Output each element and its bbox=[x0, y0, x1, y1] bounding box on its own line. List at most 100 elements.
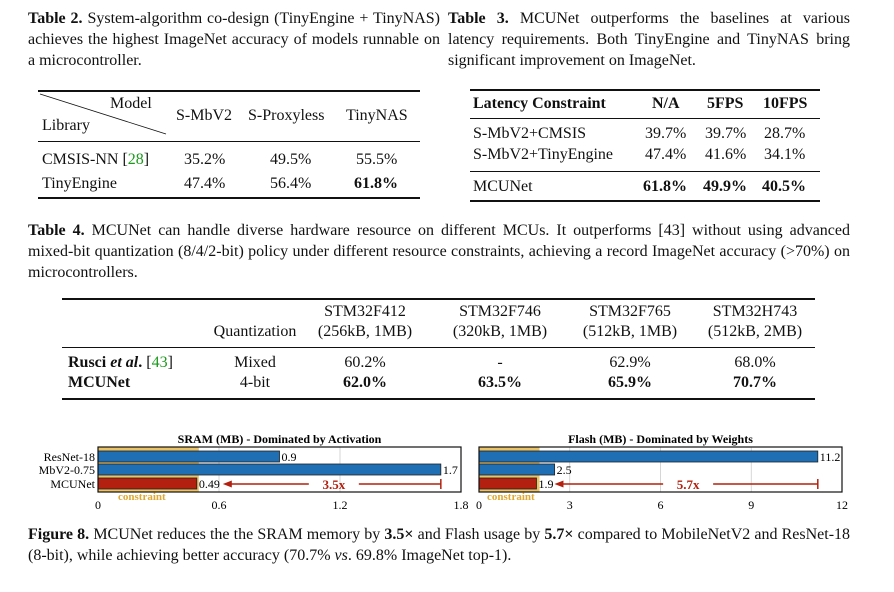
cell: 68.0% bbox=[734, 354, 776, 371]
col-header: (320kB, 1MB) bbox=[452, 323, 548, 340]
x-tick-label: 0.6 bbox=[212, 498, 227, 512]
col-header: STM32F412 bbox=[324, 303, 406, 320]
data-label: 11.2 bbox=[820, 450, 841, 464]
row-name-end: . bbox=[138, 354, 143, 371]
table4-mid-rule bbox=[62, 347, 815, 348]
row-name: Rusci bbox=[68, 354, 111, 371]
bar-mcunet bbox=[478, 477, 537, 490]
cell: 55.5% bbox=[356, 151, 398, 168]
col-header: (512kB, 2MB) bbox=[707, 323, 803, 340]
data-label: 1.7 bbox=[443, 463, 458, 477]
data-label: 0.9 bbox=[282, 450, 297, 464]
cell: Mixed bbox=[234, 354, 276, 371]
corner-model: Model bbox=[110, 95, 152, 112]
table3-top-rule bbox=[470, 89, 820, 91]
chart-title: Flash (MB) - Dominated by Weights bbox=[568, 432, 753, 446]
table4-caption-text: MCUNet can handle diverse hardware resou… bbox=[28, 222, 850, 281]
col-header: (512kB, 1MB) bbox=[582, 323, 678, 340]
col-header: 5FPS bbox=[707, 95, 744, 112]
cell: 35.2% bbox=[184, 151, 226, 168]
caption-bold: 5.7× bbox=[544, 526, 574, 543]
table4-caption: Table 4. MCUNet can handle diverse hardw… bbox=[28, 220, 850, 283]
col-header: STM32H743 bbox=[712, 303, 798, 320]
cell: 61.8% bbox=[643, 178, 687, 195]
table3-bottom-rule bbox=[470, 200, 820, 202]
x-tick-label: 0 bbox=[95, 498, 101, 512]
table2-caption-text: System-algorithm co-design (TinyEngine +… bbox=[28, 10, 441, 69]
col-header: S-MbV2 bbox=[176, 107, 233, 124]
table2-top-rule bbox=[38, 90, 420, 92]
constraint-label: constraint bbox=[487, 491, 535, 503]
cell: 39.7% bbox=[705, 125, 747, 142]
table2-label: Table 2. bbox=[28, 10, 83, 27]
cell: 63.5% bbox=[478, 374, 522, 391]
cell: 65.9% bbox=[608, 374, 652, 391]
table4-top-rule bbox=[62, 298, 815, 300]
data-label: 1.9 bbox=[538, 477, 553, 491]
table3-caption-text: MCUNet outperforms the baselines at vari… bbox=[448, 10, 851, 69]
table2-caption: Table 2. System-algorithm co-design (Tin… bbox=[28, 8, 440, 71]
memory-bar-charts: SRAM (MB) - Dominated by Activation 0 0.6 1… bbox=[39, 432, 848, 512]
x-tick-label: 3 bbox=[567, 498, 573, 512]
table2-diagonal bbox=[39, 93, 167, 135]
x-tick-label: 0 bbox=[476, 498, 482, 512]
data-label: 2.5 bbox=[557, 463, 572, 477]
cell: 41.6% bbox=[705, 146, 747, 163]
cell: 28.7% bbox=[764, 125, 806, 142]
table3-rule bbox=[470, 171, 820, 172]
cell: 62.0% bbox=[343, 374, 387, 391]
chart-title: SRAM (MB) - Dominated by Activation bbox=[178, 432, 382, 446]
cell: 61.8% bbox=[354, 175, 398, 192]
row-name-italic: et al bbox=[110, 354, 139, 371]
table4-bottom-rule bbox=[62, 398, 815, 400]
x-tick-label: 1.2 bbox=[333, 498, 348, 512]
cell: 49.9% bbox=[703, 178, 747, 195]
data-label: 0.49 bbox=[199, 477, 220, 491]
cell: 40.5% bbox=[762, 178, 806, 195]
table3-rule bbox=[470, 118, 820, 119]
caption-text: compared to MobileNetV2 and ResNet-18 (8… bbox=[28, 526, 851, 564]
category-label: MbV2-0.75 bbox=[39, 463, 95, 477]
cell: 47.4% bbox=[184, 175, 226, 192]
col-header: N/A bbox=[652, 95, 680, 112]
reduction-annotation: 3.5x bbox=[322, 477, 345, 492]
plot-frame bbox=[478, 446, 843, 493]
bar-resnet-18 bbox=[97, 450, 280, 463]
arrowhead-icon bbox=[222, 480, 232, 488]
col-header: 10FPS bbox=[763, 95, 808, 112]
figure8-label: Figure 8. bbox=[28, 526, 90, 543]
plot-frame bbox=[97, 446, 462, 493]
table4-label: Table 4. bbox=[28, 222, 85, 239]
cell: 62.9% bbox=[609, 354, 651, 371]
cell: 34.1% bbox=[764, 146, 806, 163]
row-name: S-MbV2+TinyEngine bbox=[473, 146, 614, 163]
reduction-annotation: 5.7x bbox=[677, 477, 700, 492]
col-header: Quantization bbox=[213, 323, 297, 340]
cell: 39.7% bbox=[645, 125, 687, 142]
citation-link[interactable]: 28 bbox=[127, 151, 144, 168]
caption-bold: 3.5× bbox=[384, 526, 414, 543]
caption-italic: vs bbox=[334, 547, 348, 564]
bar-mbv2-0.75 bbox=[97, 463, 442, 476]
col-header: TinyNAS bbox=[346, 107, 408, 124]
row-name: MCUNet bbox=[68, 374, 131, 391]
category-label: MCUNet bbox=[50, 477, 95, 491]
col-header: STM32F746 bbox=[459, 303, 541, 320]
cell: 47.4% bbox=[645, 146, 687, 163]
bar-mbv2-0.75 bbox=[478, 463, 556, 476]
col-header: Latency Constraint bbox=[473, 95, 606, 112]
table3-label: Table 3. bbox=[448, 10, 509, 27]
bar-mcunet bbox=[97, 477, 198, 490]
x-tick-label: 6 bbox=[658, 498, 664, 512]
cell: 49.5% bbox=[270, 151, 312, 168]
bar-resnet-18 bbox=[478, 450, 819, 463]
caption-text: . 69.8% ImageNet top-1). bbox=[347, 547, 512, 564]
col-header: S-Proxyless bbox=[248, 107, 325, 124]
caption-text: and Flash usage by bbox=[413, 526, 545, 543]
arrowhead-icon bbox=[554, 480, 564, 488]
x-tick-label: 1.8 bbox=[454, 498, 469, 512]
caption-text: MCUNet reduces the the SRAM memory by bbox=[93, 526, 385, 543]
x-tick-label: 12 bbox=[836, 498, 848, 512]
citation-link[interactable]: 43 bbox=[151, 354, 168, 371]
corner-library: Library bbox=[42, 117, 90, 134]
